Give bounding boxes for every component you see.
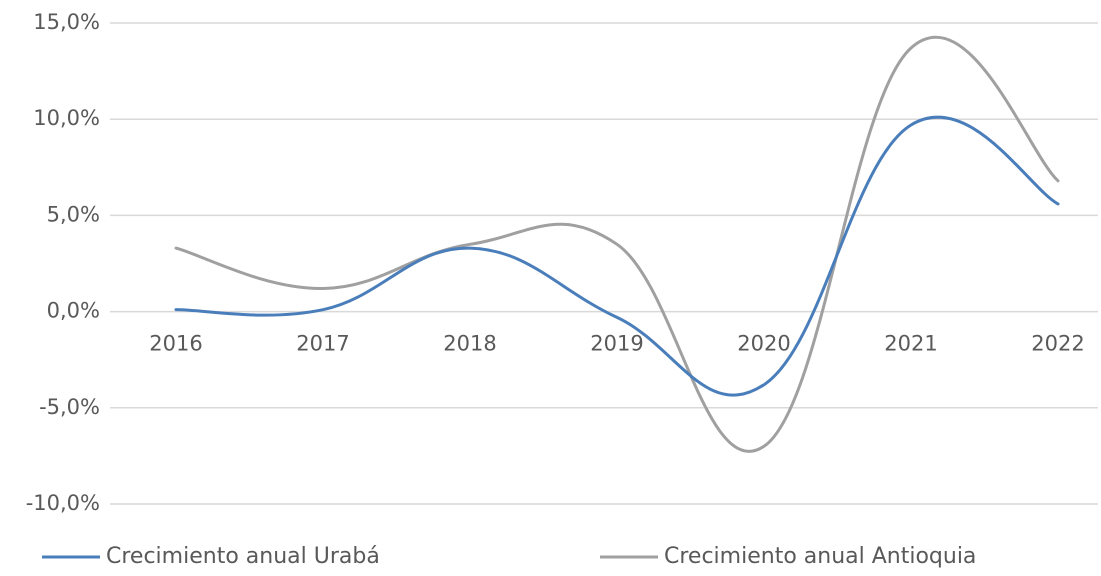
x-tick-label: 2018 — [443, 332, 496, 356]
series-line-antioquia — [174, 36, 1060, 453]
gridlines — [110, 22, 1098, 505]
legend-label-uraba: Crecimiento anual Urabá — [106, 544, 380, 569]
y-tick-label: 5,0% — [47, 202, 100, 226]
x-tick-label: 2020 — [737, 332, 790, 356]
legend-label-antioquia: Crecimiento anual Antioquia — [664, 544, 976, 569]
y-tick-label: -5,0% — [39, 395, 100, 419]
series-group — [174, 36, 1060, 453]
x-tick-label: 2022 — [1031, 332, 1084, 356]
y-tick-label: 10,0% — [33, 106, 100, 130]
x-tick-labels: 2016 2017 2018 2019 2020 2021 2022 — [149, 332, 1084, 356]
x-tick-label: 2016 — [149, 332, 202, 356]
y-tick-label: -10,0% — [26, 491, 100, 515]
y-tick-label: 15,0% — [33, 10, 100, 34]
series-line-uraba — [174, 115, 1060, 397]
x-tick-label: 2017 — [296, 332, 349, 356]
x-tick-label: 2019 — [590, 332, 643, 356]
y-tick-label: 0,0% — [47, 299, 100, 323]
legend: Crecimiento anual Urabá Crecimiento anua… — [42, 544, 976, 569]
x-tick-label: 2021 — [884, 332, 937, 356]
y-tick-labels: 15,0% 10,0% 5,0% 0,0% -5,0% -10,0% — [26, 10, 100, 515]
